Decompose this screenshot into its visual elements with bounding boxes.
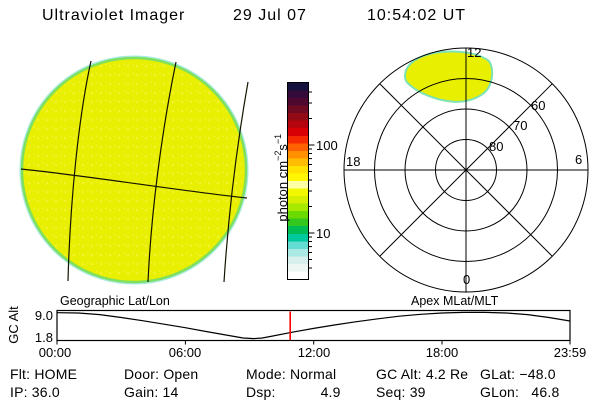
disc-rim-cyan	[19, 55, 249, 285]
timeline-frame	[56, 309, 571, 342]
status-seq: Seq: 39	[376, 384, 426, 400]
latitude-grid-line	[20, 168, 248, 199]
status-dsp: Dsp: 4.9	[246, 384, 341, 400]
status-door: Door: Open	[124, 366, 199, 382]
status-mode: Mode: Normal	[246, 366, 337, 382]
polar-caption: Apex MLat/MLT	[411, 294, 499, 308]
gc-alt-curve	[56, 311, 570, 340]
mlat-label-80: 80	[489, 139, 504, 154]
disc-speckle-overlay	[24, 60, 244, 280]
mlat-label-70: 70	[513, 118, 528, 133]
xtick-1200: 12:00	[297, 345, 331, 360]
timeline-y-axis-label: GC Alt	[6, 306, 21, 344]
colorbar-tick-label-10: 10	[316, 226, 331, 241]
uvi-disc-image	[19, 55, 249, 285]
mlt-label-12: 12	[467, 45, 482, 60]
geographic-grid-lines	[20, 60, 249, 283]
status-glon: GLon: 46.8	[480, 384, 560, 400]
image-time: 10:54:02 UT	[367, 7, 467, 24]
status-gain: Gain: 14	[124, 384, 179, 400]
emission-patch	[403, 50, 494, 103]
xtick-0600: 06:00	[168, 345, 202, 360]
status-ip: IP: 36.0	[10, 384, 60, 400]
colorbar-tick-label-100: 100	[316, 138, 338, 153]
apex-polar-plot	[343, 47, 589, 293]
meridian-grid-line-1	[67, 60, 92, 282]
app-title: Ultraviolet Imager	[42, 7, 186, 24]
mlt-label-18: 18	[346, 154, 361, 169]
xtick-0000: 00:00	[38, 345, 72, 360]
ytick-1.8: 1.8	[34, 330, 53, 345]
colorbar	[287, 82, 309, 280]
meridian-grid-line-3	[223, 81, 249, 283]
spoke-diagonal-2	[379, 83, 553, 257]
mlat-label-60: 60	[531, 98, 546, 113]
status-gcalt: GC Alt: 4.2 Re	[376, 366, 469, 382]
ytick-9.0: 9.0	[34, 308, 53, 323]
xtick-2359: 23:59	[553, 345, 587, 360]
polar-grid	[343, 47, 589, 293]
disc-caption: Geographic Lat/Lon	[60, 294, 170, 308]
mlt-label-0: 0	[463, 272, 471, 287]
xtick-1800: 18:00	[425, 345, 459, 360]
unit-sup-minus1: −1	[273, 133, 283, 145]
unit-sup-minus2: −2	[273, 150, 283, 161]
status-flt: Flt: HOME	[10, 366, 78, 382]
colorbar-unit-label: photon cm−2s−1	[258, 110, 290, 260]
status-glat: GLat: −48.0	[480, 366, 556, 382]
image-date: 29 Jul 07	[233, 7, 307, 24]
unit-prefix: photon cm	[275, 160, 290, 222]
gc-alt-timeline	[56, 309, 571, 345]
unit-mid: s	[275, 144, 290, 151]
timeline-x-ticks	[56, 340, 571, 345]
colorbar-tick-marks	[308, 91, 315, 269]
mlt-label-6: 6	[575, 152, 583, 167]
meridian-grid-line-2	[147, 61, 177, 283]
